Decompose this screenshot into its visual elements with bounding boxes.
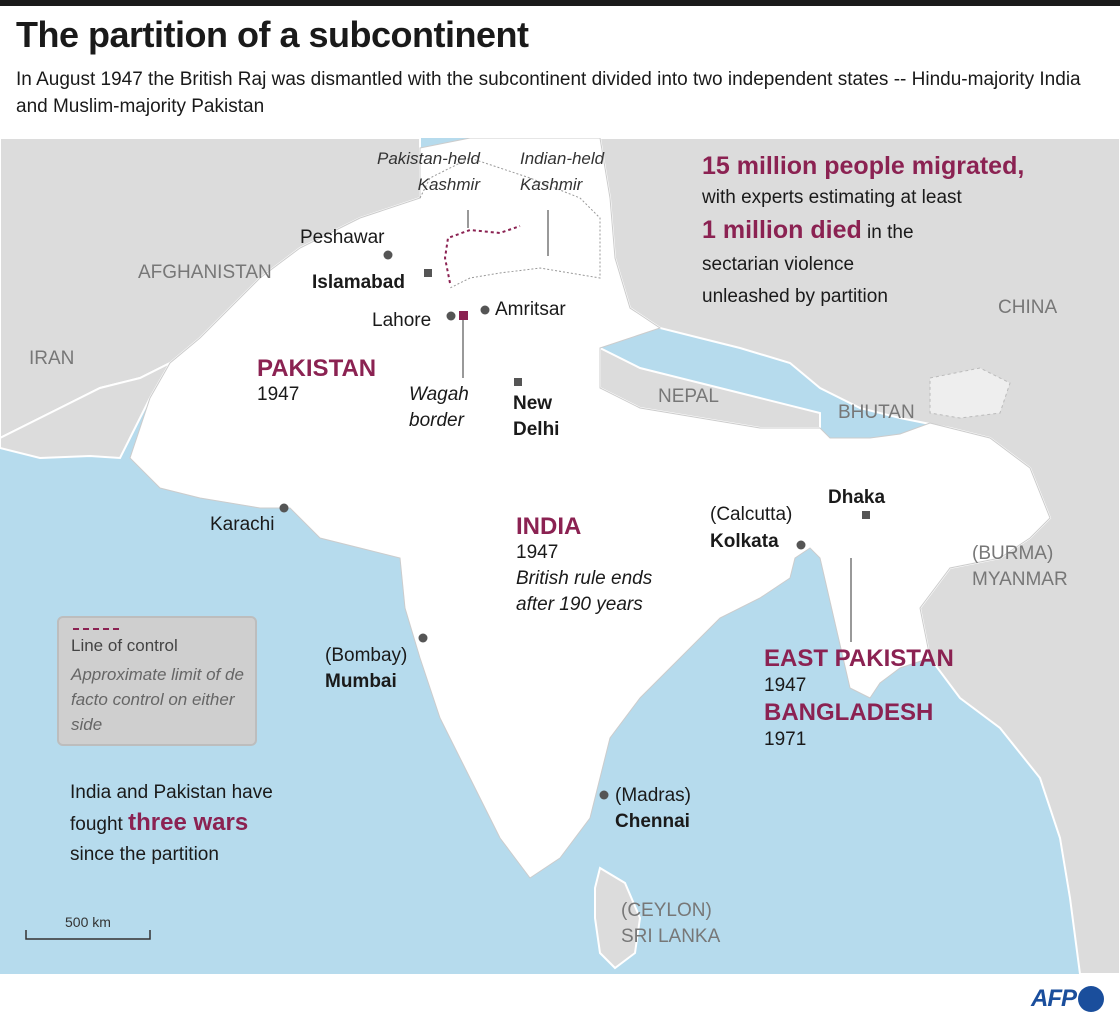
new-delhi-line2: Delhi [513, 419, 560, 440]
label-indian-held-kashmir: Indian-held Kashmir [520, 146, 604, 198]
india-name: INDIA [516, 513, 582, 540]
label-india: INDIA 1947 British rule ends after 190 y… [516, 514, 652, 618]
scale-bar [25, 930, 151, 940]
indian-held-line2: Kashmir [520, 175, 583, 194]
afp-logo: AFP [1031, 984, 1104, 1014]
label-madras: (Madras) [615, 785, 692, 806]
label-amritsar: Amritsar [495, 299, 566, 320]
bangladesh-name: BANGLADESH [764, 699, 934, 726]
stat-migrated: 15 million people migrated, [702, 152, 1025, 180]
label-iran: IRAN [29, 348, 75, 369]
east-pakistan-year: 1947 [764, 675, 807, 696]
label-pakistan-held-kashmir: Pakistan-held Kashmir [362, 146, 480, 198]
dhaka-marker [862, 511, 870, 519]
india-note-line1: British rule ends [516, 568, 653, 589]
wars-line2: fought three wars [70, 808, 273, 840]
legend-line-swatch [73, 628, 119, 630]
stat-died-line: 1 million died in the [702, 214, 1024, 249]
top-rule [0, 0, 1120, 6]
islamabad-marker [424, 269, 432, 277]
page-subtitle: In August 1947 the British Raj was disma… [16, 69, 1081, 117]
indian-held-line1: Indian-held [520, 149, 605, 168]
wagah-marker [459, 311, 468, 320]
kolkata-marker [796, 540, 806, 550]
kashmir-boundary [419, 157, 601, 289]
wars-note: India and Pakistan have fought three war… [70, 778, 273, 870]
label-myanmar: MYANMAR [972, 569, 1068, 590]
label-burma: (BURMA) [972, 543, 1054, 564]
pakistan-name: PAKISTAN [257, 355, 377, 382]
peshawar-marker [383, 250, 393, 260]
stats-callout: 15 million people migrated, with experts… [702, 150, 1024, 313]
new-delhi-line1: New [513, 393, 553, 414]
afp-logo-text: AFP [1031, 985, 1077, 1012]
stat-line4: sectarian violence [702, 254, 855, 275]
label-bhutan: BHUTAN [838, 402, 915, 423]
label-kolkata: Kolkata [710, 531, 779, 552]
label-afghanistan: AFGHANISTAN [138, 262, 272, 283]
stat-line2: with experts estimating at least [702, 187, 962, 208]
stat-died: 1 million died [702, 216, 862, 244]
label-chennai: Chennai [615, 811, 690, 832]
label-nepal: NEPAL [658, 386, 719, 407]
label-peshawar: Peshawar [300, 227, 385, 248]
land-sri-lanka [594, 866, 642, 970]
new-delhi-marker [514, 378, 522, 386]
bangladesh-year: 1971 [764, 729, 807, 750]
label-pakistan: PAKISTAN 1947 [257, 356, 376, 408]
map-svg [0, 138, 1120, 974]
mumbai-marker [418, 633, 428, 643]
east-pakistan-name: EAST PAKISTAN [764, 645, 954, 672]
legend-description: Approximate limit of de facto control on… [71, 665, 244, 734]
land-iran [0, 360, 173, 460]
lahore-marker [446, 311, 456, 321]
afp-logo-circle [1078, 986, 1104, 1012]
legend-title: Line of control [71, 636, 178, 655]
amritsar-marker [480, 305, 490, 315]
label-new-delhi: New Delhi [513, 391, 559, 443]
label-calcutta: (Calcutta) [710, 504, 793, 525]
wars-highlight: three wars [128, 809, 249, 836]
wars-line1: India and Pakistan have [70, 782, 273, 803]
label-lahore: Lahore [372, 310, 432, 331]
karachi-marker [279, 503, 289, 513]
pakistan-held-line2: Kashmir [417, 175, 480, 194]
label-mumbai: Mumbai [325, 671, 397, 692]
label-ceylon: (CEYLON) [621, 900, 712, 921]
stat-line5: unleashed by partition [702, 286, 888, 307]
page-title: The partition of a subcontinent [16, 14, 529, 55]
india-note-line2: after 190 years [516, 594, 643, 615]
pakistan-year: 1947 [257, 384, 300, 405]
label-china: CHINA [998, 297, 1058, 318]
label-sri-lanka: SRI LANKA [621, 926, 721, 947]
label-islamabad: Islamabad [312, 272, 405, 293]
legend: Line of control Approximate limit of de … [57, 616, 257, 746]
wars-line3: since the partition [70, 844, 219, 865]
stat-line3-rest: in the [861, 222, 914, 243]
pakistan-held-line1: Pakistan-held [376, 149, 480, 168]
map: AFGHANISTAN IRAN CHINA NEPAL BHUTAN (BUR… [0, 138, 1120, 974]
label-east-pakistan: EAST PAKISTAN 1947 BANGLADESH 1971 [764, 645, 954, 753]
line-of-control [443, 225, 521, 284]
india-year: 1947 [516, 542, 559, 563]
scale-label: 500 km [65, 914, 111, 930]
land-raj [129, 138, 1051, 879]
chennai-marker [599, 790, 609, 800]
wagah-line1: Wagah [409, 384, 469, 405]
label-bombay: (Bombay) [325, 645, 408, 666]
label-dhaka: Dhaka [828, 487, 886, 508]
wagah-line2: border [409, 410, 464, 431]
wars-line2-pre: fought [70, 814, 129, 835]
label-wagah-border: Wagah border [409, 382, 469, 434]
label-karachi: Karachi [210, 514, 275, 535]
disputed-zone [929, 367, 1011, 419]
